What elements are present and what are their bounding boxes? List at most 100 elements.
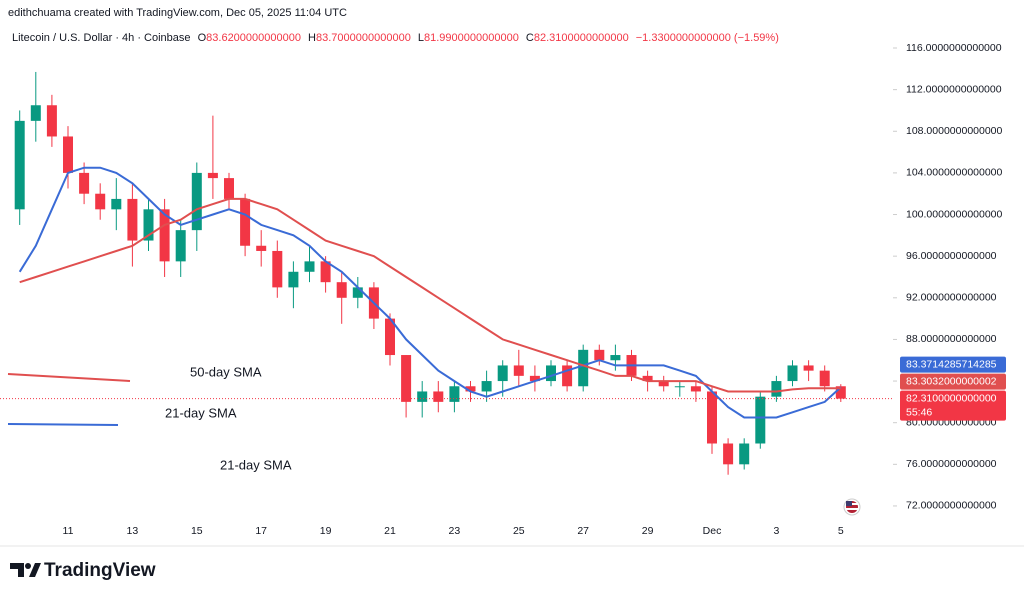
y-tick-label: 108.0000000000000 bbox=[906, 125, 1003, 137]
plot: 116.0000000000000 112.0000000000000 108.00… bbox=[0, 42, 1006, 537]
candle-body bbox=[723, 443, 734, 465]
h-label: H bbox=[308, 32, 316, 44]
o-label: O bbox=[198, 32, 207, 44]
candle-body bbox=[819, 370, 830, 387]
y-tick-label: 76.0000000000000 bbox=[906, 458, 997, 470]
y-tick-label: 96.0000000000000 bbox=[906, 250, 997, 262]
y-tick-label: 88.0000000000000 bbox=[906, 333, 997, 345]
candle-body bbox=[159, 209, 170, 262]
annotation: 50-day SMA bbox=[190, 364, 262, 379]
x-tick-label: 13 bbox=[127, 525, 139, 537]
candle-body bbox=[320, 261, 331, 283]
c-value: 82.3100000000000 bbox=[534, 32, 629, 44]
l-label: L bbox=[418, 32, 424, 44]
symbol: Litecoin / U.S. Dollar · 4h · Coinbase bbox=[12, 32, 191, 44]
candle-body bbox=[529, 375, 540, 382]
candle-body bbox=[304, 261, 315, 272]
y-tick-label: 92.0000000000000 bbox=[906, 292, 997, 304]
candle-body bbox=[835, 386, 846, 399]
candle-body bbox=[771, 381, 782, 397]
candle-body bbox=[30, 105, 41, 121]
y-tick-label: 72.0000000000000 bbox=[906, 500, 997, 512]
credit: edithchuama created with TradingView.com… bbox=[8, 7, 347, 19]
x-tick-label: 21 bbox=[384, 525, 396, 537]
brand-logo bbox=[10, 563, 41, 577]
candle-body bbox=[385, 318, 395, 356]
candle-body bbox=[690, 386, 701, 392]
annotation-line bbox=[7, 373, 131, 382]
price-box bbox=[900, 356, 1006, 373]
candle-body bbox=[433, 391, 444, 402]
y-tick-label: 116.0000000000000 bbox=[906, 42, 1002, 54]
candle-body bbox=[240, 198, 251, 246]
candle-body bbox=[207, 172, 218, 179]
annotation: 21-day SMA bbox=[220, 457, 292, 472]
y-tick-label: 100.0000000000000 bbox=[906, 208, 1003, 220]
candle-body bbox=[143, 209, 154, 241]
l-value: 81.9900000000000 bbox=[424, 32, 519, 44]
candle-body bbox=[755, 396, 766, 444]
candle-body bbox=[513, 365, 524, 376]
candle-body bbox=[642, 375, 653, 382]
candle-body bbox=[256, 245, 267, 251]
candle-body bbox=[610, 355, 621, 361]
candle-body bbox=[95, 193, 106, 210]
change: −1.3300000000000 (−1.59%) bbox=[636, 32, 779, 44]
candle-body bbox=[111, 198, 122, 210]
x-tick-label: 19 bbox=[320, 525, 332, 537]
candle-body bbox=[707, 391, 717, 444]
candle-body bbox=[578, 349, 589, 387]
legend: Litecoin / U.S. Dollar · 4h · Coinbase O… bbox=[12, 32, 779, 44]
x-tick-label: 29 bbox=[642, 525, 654, 537]
o-value: 83.6200000000000 bbox=[206, 32, 301, 44]
candle-body bbox=[658, 381, 669, 387]
price-label: 83.3032000000002 bbox=[906, 375, 997, 387]
annotation: 21-day SMA bbox=[165, 405, 237, 420]
candle-body bbox=[594, 349, 605, 361]
c-label: C bbox=[526, 32, 534, 44]
candle-body bbox=[417, 391, 428, 402]
y-tick-label: 104.0000000000000 bbox=[906, 167, 1003, 179]
candle-body bbox=[79, 172, 90, 194]
price-label: 83.3714285714285 bbox=[906, 358, 997, 370]
candle-body bbox=[546, 365, 556, 382]
sma-line bbox=[19, 197, 841, 393]
x-tick-label: 11 bbox=[63, 525, 74, 537]
x-tick-label: 25 bbox=[513, 525, 525, 537]
x-tick-label: 23 bbox=[449, 525, 461, 537]
candle-body bbox=[401, 355, 412, 402]
candle-body bbox=[562, 365, 573, 387]
price-label: 82.3100000000000 bbox=[906, 392, 997, 404]
candle-body bbox=[336, 282, 347, 298]
candle-body bbox=[465, 386, 476, 392]
candle-body bbox=[224, 178, 234, 199]
candle-body bbox=[63, 136, 73, 173]
price-box bbox=[900, 373, 1006, 390]
countdown: 55:46 bbox=[906, 406, 932, 418]
brand: TradingView bbox=[44, 560, 156, 581]
candle-body bbox=[46, 105, 57, 137]
candle-body bbox=[787, 365, 798, 382]
candle-body bbox=[739, 443, 750, 465]
flag-icon bbox=[843, 498, 861, 516]
candle-body bbox=[191, 172, 202, 231]
x-tick-label: 5 bbox=[838, 525, 844, 537]
candle-body bbox=[288, 271, 299, 288]
candle-body bbox=[14, 120, 25, 210]
candle-body bbox=[175, 230, 186, 262]
annotation-line bbox=[7, 423, 119, 426]
candle-body bbox=[272, 250, 283, 288]
candle-body bbox=[803, 365, 814, 371]
y-tick-label: 112.0000000000000 bbox=[906, 83, 1002, 95]
x-tick-label: 15 bbox=[191, 525, 203, 537]
candle-body bbox=[449, 386, 460, 402]
candle-body bbox=[352, 287, 363, 298]
candle-body bbox=[481, 381, 492, 392]
x-tick-label: Dec bbox=[703, 525, 722, 537]
x-tick-label: 27 bbox=[577, 525, 589, 537]
x-tick-label: 3 bbox=[773, 525, 779, 537]
x-tick-label: 17 bbox=[255, 525, 267, 537]
h-value: 83.7000000000000 bbox=[316, 32, 411, 44]
